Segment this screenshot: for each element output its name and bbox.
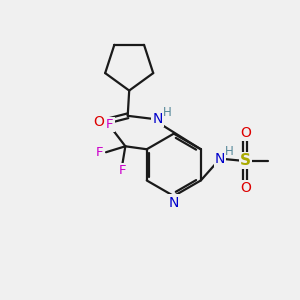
Text: F: F [106,118,114,131]
Text: F: F [96,146,103,159]
Text: F: F [118,164,126,177]
Text: N: N [215,152,225,166]
Text: O: O [240,181,251,195]
Text: H: H [225,145,233,158]
Text: S: S [240,153,251,168]
Text: O: O [240,126,251,140]
Text: N: N [169,196,179,210]
Text: O: O [94,115,105,129]
Text: N: N [152,112,163,126]
Text: H: H [163,106,172,119]
